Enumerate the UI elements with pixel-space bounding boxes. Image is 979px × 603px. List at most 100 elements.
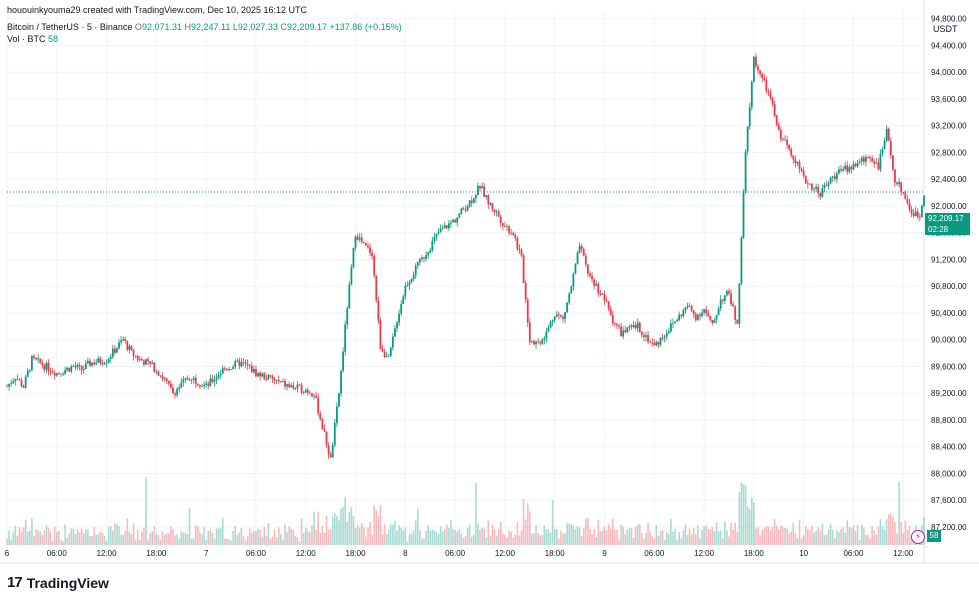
candle-body [82,368,85,371]
tradingview-logo[interactable]: 17 TradingView [7,574,109,591]
volume-bar [831,530,834,545]
volume-bar [564,533,566,545]
ohlc-legend[interactable]: Bitcoin / TetherUS · 5 · Binance O92,071… [7,22,402,32]
volume-bar [753,502,755,545]
candle-body [570,286,573,294]
candle-body [157,371,160,376]
candle-body [603,293,606,301]
candle-body [22,386,25,388]
candle-body [489,203,492,205]
candle-body [282,381,284,382]
volume-bar [400,528,402,545]
volume-bar [574,529,577,545]
candle-body [228,369,230,371]
volume-bar [566,523,568,545]
volume-bar [404,527,407,545]
candle-body [342,351,344,371]
volume-bar [128,531,131,545]
candle-body [821,188,824,197]
volume-bar [697,525,699,545]
volume-bar [87,529,89,545]
currency-label[interactable]: USDT [933,24,958,34]
volume-bar [867,535,869,545]
candle-body [894,169,896,183]
volume-bar [526,503,529,545]
time-tick-label: 8 [403,549,408,558]
volume-bar [701,529,703,545]
volume-bar [858,540,861,545]
volume-bar [543,525,546,545]
candle-body [669,323,672,332]
volume-bar [759,535,761,545]
volume-bar [601,530,604,545]
candle-body [53,372,56,376]
candle-body [259,372,262,377]
volume-bar [709,529,712,545]
candle-body [765,80,768,92]
symbol-label[interactable]: Bitcoin / TetherUS · 5 · Binance [7,22,133,32]
volume-bar [825,534,828,545]
candle-body [62,373,64,375]
candle-body [416,262,419,266]
volume-bar [226,538,228,545]
last-price-tag: 92,209.17 02:28 [925,213,970,235]
tradingview-mark-icon: 17 [7,574,23,591]
candle-body [726,290,728,296]
candle-body [454,219,457,223]
volume-bar [746,506,749,545]
candle-body [236,360,239,362]
volume-bar [885,519,888,545]
candle-body [174,393,176,396]
volume-bar [20,532,23,545]
volume-bar [854,530,857,545]
candle-body [744,151,747,193]
candle-body [545,331,548,339]
volume-bar [99,531,102,545]
volume-bar [176,534,178,545]
volume-bar [317,512,319,545]
candle-body [860,157,863,162]
candle-body [338,393,340,407]
volume-bar [730,523,732,545]
candle-body [167,380,170,384]
price-tick-label: 87,600.00 [931,496,967,505]
candle-body [201,385,203,387]
candle-body [136,356,139,360]
candle-body [298,384,301,386]
volume-bar [792,523,795,545]
flash-icon[interactable]: ⚡ [911,530,925,544]
volume-bar [869,538,871,545]
volume-bar [58,530,60,545]
volume-bar [205,540,207,545]
candle-body [87,360,89,364]
candle-body [43,365,46,370]
candle-body [526,299,529,323]
candle-body [817,186,820,194]
price-tick-label: 94,000.00 [931,68,967,77]
candle-body [437,232,440,234]
volume-bar [580,536,583,545]
volume-bar [72,529,75,545]
volume-bar [292,529,295,545]
volume-bar [199,531,201,545]
candle-body [794,159,797,164]
candle-body [684,307,687,311]
candle-body [761,73,764,78]
candle-body [215,377,218,380]
candle-body [379,320,382,350]
volume-bar [271,536,274,545]
volume-bar [402,530,405,545]
volume-bar [336,516,338,545]
volume-bar [923,516,925,545]
volume-bar [875,534,878,545]
candle-body [294,388,297,389]
candle-body [404,285,407,297]
volume-bar [531,533,533,545]
volume-legend[interactable]: Vol · BTC 58 [7,34,58,44]
volume-bar [576,526,579,545]
candle-body [647,335,649,342]
volume-bar [138,540,141,545]
candle-body [699,314,701,317]
candle-body [696,314,699,321]
